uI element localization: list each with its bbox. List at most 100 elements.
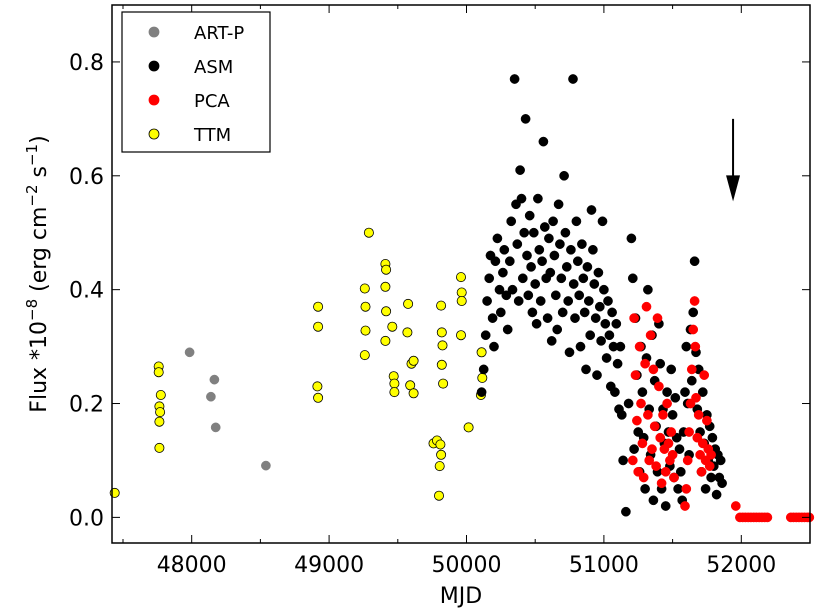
data-point-pca <box>704 461 715 471</box>
data-point-ttm <box>436 359 447 370</box>
data-point-pca <box>681 484 692 494</box>
data-point-pca <box>693 410 704 420</box>
data-point-asm <box>673 484 683 494</box>
data-point-asm <box>643 284 653 295</box>
data-point-ttm <box>434 461 445 472</box>
data-point-asm <box>561 262 572 272</box>
data-point-asm <box>599 284 609 295</box>
data-point-asm <box>585 330 596 341</box>
data-point-pca <box>648 364 659 375</box>
data-point-asm <box>531 318 542 329</box>
data-point-asm <box>501 290 512 301</box>
data-point-pca <box>636 398 646 409</box>
data-point-pca <box>644 455 655 466</box>
data-point-ttm <box>408 388 419 399</box>
data-point-asm <box>596 336 606 346</box>
data-point-ttm <box>363 227 374 238</box>
arrow-head <box>726 175 741 202</box>
y-axis-title: Flux *10−8 (erg cm−2 s−1) <box>23 135 52 412</box>
data-point-pca <box>640 358 650 369</box>
y-axis-title-unit: (erg cm <box>27 207 52 299</box>
data-point-asm <box>535 296 546 306</box>
y-axis-title-unit-close: ) <box>27 135 52 144</box>
data-point-pca <box>684 427 694 437</box>
data-point-asm <box>478 364 489 375</box>
data-point-ttm <box>387 321 398 332</box>
data-point-ttm <box>433 490 444 501</box>
data-point-asm <box>578 273 589 284</box>
data-point-asm <box>586 205 597 215</box>
data-point-ttm <box>155 389 166 400</box>
legend-marker-asm <box>148 60 160 72</box>
data-point-asm <box>502 324 513 335</box>
data-point-asm <box>552 324 563 335</box>
data-point-asm <box>674 444 685 454</box>
data-point-pca <box>682 455 693 466</box>
data-point-asm <box>506 216 517 227</box>
data-point-asm <box>603 296 613 306</box>
data-point-asm <box>675 466 686 477</box>
x-tick-label: 49000 <box>294 553 364 578</box>
data-point-ttm <box>477 372 488 383</box>
data-point-asm <box>590 313 601 323</box>
data-point-ttm <box>389 378 400 389</box>
data-point-asm <box>548 216 558 227</box>
data-point-art-p <box>209 374 220 385</box>
data-point-pca <box>667 449 678 460</box>
data-point-ttm <box>402 327 413 338</box>
data-point-ttm <box>403 298 414 309</box>
data-point-asm <box>568 279 579 289</box>
y-tick-label: 0.8 <box>69 51 104 76</box>
data-point-asm <box>592 370 602 380</box>
data-point-ttm <box>154 442 165 453</box>
data-point-asm <box>666 364 677 375</box>
data-point-asm <box>520 114 531 124</box>
data-point-ttm <box>359 350 370 361</box>
data-point-asm <box>618 455 628 466</box>
data-point-pca <box>690 341 701 352</box>
data-point-pca <box>691 392 701 403</box>
legend-label-art-p: ART-P <box>194 23 244 44</box>
data-point-asm <box>583 296 594 306</box>
data-point-ttm <box>456 287 467 298</box>
data-point-asm <box>542 313 553 323</box>
data-point-asm <box>680 387 690 397</box>
data-point-asm <box>570 313 580 323</box>
data-point-pca <box>696 466 707 477</box>
data-point-pca <box>654 381 664 392</box>
legend-label-pca: PCA <box>194 91 230 112</box>
data-point-asm <box>637 387 648 397</box>
data-point-ttm <box>455 330 466 341</box>
data-point-pca <box>658 410 668 420</box>
data-point-pca <box>660 466 671 477</box>
data-point-asm <box>515 165 525 175</box>
data-point-asm <box>530 279 541 289</box>
data-point-asm <box>571 216 582 227</box>
data-point-asm <box>662 387 672 397</box>
legend: ART-P ASM PCA TTM <box>121 11 271 153</box>
data-point-asm <box>526 262 536 272</box>
data-point-pca <box>666 427 677 437</box>
data-point-ttm <box>438 378 449 389</box>
data-point-ttm <box>408 355 419 366</box>
data-point-pca <box>637 438 648 449</box>
data-point-asm <box>557 307 568 318</box>
data-point-asm <box>627 273 638 284</box>
data-point-asm <box>607 307 617 318</box>
data-point-asm <box>681 341 692 352</box>
y-tick-label: 0.6 <box>69 165 104 190</box>
data-point-asm <box>568 74 578 84</box>
data-point-pca <box>689 296 700 306</box>
data-point-pca <box>645 330 656 341</box>
data-point-ttm <box>381 264 392 275</box>
data-point-asm <box>490 256 501 267</box>
data-point-ttm <box>456 295 467 306</box>
data-point-pca <box>629 313 639 323</box>
y-axis-title-unit-exp2: −1 <box>23 144 41 166</box>
data-point-asm <box>517 273 528 284</box>
data-point-asm <box>589 279 600 289</box>
data-point-asm <box>594 301 605 312</box>
data-point-art-p <box>261 460 271 471</box>
data-point-pca <box>634 341 645 352</box>
data-point-asm <box>689 256 700 267</box>
